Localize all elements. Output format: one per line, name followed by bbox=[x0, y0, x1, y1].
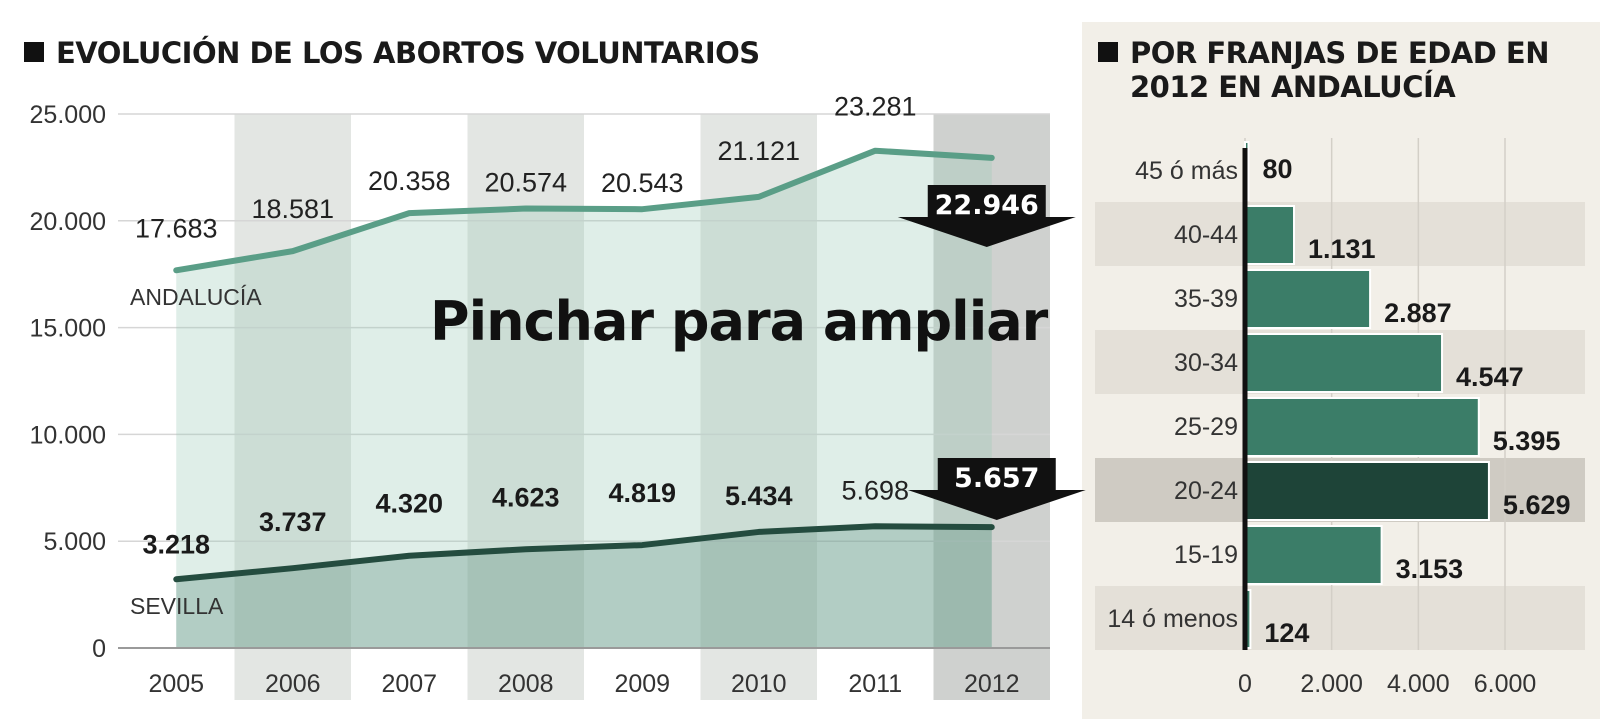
x-tick-label: 2012 bbox=[964, 670, 1020, 698]
y-tick-label: 25.000 bbox=[30, 101, 106, 129]
age-row-band bbox=[1095, 586, 1585, 650]
andalucia-data-label: 21.121 bbox=[717, 136, 800, 166]
sevilla-2012-callout-text: 5.657 bbox=[954, 463, 1039, 494]
age-category-label: 14 ó menos bbox=[1107, 605, 1238, 633]
x-tick-label: 2009 bbox=[614, 670, 670, 698]
age-category-label: 40-44 bbox=[1174, 221, 1238, 249]
age-category-label: 20-24 bbox=[1174, 477, 1238, 505]
year-column-band bbox=[118, 114, 235, 700]
age-row-band bbox=[1095, 202, 1585, 266]
sevilla-series-label: SEVILLA bbox=[130, 593, 224, 619]
age-bar bbox=[1244, 205, 1296, 265]
sevilla-data-label: 4.320 bbox=[375, 489, 443, 519]
y-tick-label: 5.000 bbox=[43, 528, 106, 556]
sevilla-data-label: 5.434 bbox=[725, 481, 793, 511]
andalucia-data-label: 20.574 bbox=[484, 168, 567, 198]
age-category-label: 15-19 bbox=[1174, 541, 1238, 569]
age-value-label: 5.629 bbox=[1503, 490, 1571, 520]
andalucia-data-label: 20.543 bbox=[601, 168, 684, 198]
andalucia-data-label: 18.581 bbox=[251, 194, 334, 224]
zoom-overlay-text: Pinchar para ampliar bbox=[430, 290, 1049, 353]
age-value-label: 5.395 bbox=[1493, 426, 1561, 456]
sevilla-data-label: 5.698 bbox=[841, 475, 909, 505]
andalucia-data-label: 17.683 bbox=[135, 213, 218, 243]
age-value-label: 1.131 bbox=[1308, 234, 1376, 264]
x-tick-label: 2007 bbox=[381, 670, 437, 698]
year-column-band bbox=[700, 114, 817, 700]
andalucia-2012-callout: 22.946 bbox=[897, 185, 1076, 247]
sevilla-data-label: 4.819 bbox=[608, 478, 676, 508]
andalucia-line bbox=[173, 147, 995, 274]
y-tick-label: 10.000 bbox=[30, 421, 106, 449]
age-value-label: 2.887 bbox=[1384, 298, 1452, 328]
andalucia-area bbox=[176, 150, 992, 648]
line-chart-title-text: EVOLUCIÓN DE LOS ABORTOS VOLUNTARIOS bbox=[56, 36, 760, 70]
sevilla-data-label: 4.623 bbox=[492, 482, 560, 512]
sevilla-2012-callout: 5.657 bbox=[907, 458, 1086, 520]
line-chart-title: EVOLUCIÓN DE LOS ABORTOS VOLUNTARIOS bbox=[24, 36, 760, 70]
andalucia-2012-callout-arrow bbox=[897, 185, 1076, 247]
bar-x-tick-label: 0 bbox=[1238, 670, 1252, 698]
age-bar bbox=[1244, 525, 1383, 585]
year-column-band bbox=[817, 114, 934, 700]
sevilla-2012-callout-arrow bbox=[907, 458, 1086, 520]
age-value-label: 124 bbox=[1264, 618, 1309, 648]
sevilla-area bbox=[176, 526, 992, 648]
andalucia-series-label: ANDALUCÍA bbox=[130, 284, 262, 310]
andalucia-data-label: 20.358 bbox=[368, 166, 451, 196]
age-category-label: 45 ó más bbox=[1135, 157, 1238, 185]
x-tick-label: 2011 bbox=[848, 670, 902, 698]
title-square-icon bbox=[24, 42, 44, 62]
age-category-label: 25-29 bbox=[1174, 413, 1238, 441]
bar-chart-title-text: POR FRANJAS DE EDAD EN 2012 EN ANDALUCÍA bbox=[1130, 36, 1549, 104]
age-value-label: 80 bbox=[1262, 154, 1292, 184]
sevilla-data-label: 3.218 bbox=[142, 529, 210, 559]
age-value-label: 4.547 bbox=[1456, 362, 1524, 392]
age-bar bbox=[1244, 461, 1490, 521]
x-tick-label: 2010 bbox=[731, 670, 787, 698]
age-bar bbox=[1244, 397, 1480, 457]
year-column-band bbox=[234, 114, 351, 700]
y-tick-label: 0 bbox=[92, 635, 106, 663]
bar-x-tick-label: 2.000 bbox=[1300, 670, 1363, 698]
x-tick-label: 2008 bbox=[498, 670, 554, 698]
y-tick-label: 15.000 bbox=[30, 315, 106, 343]
sevilla-line bbox=[173, 523, 995, 583]
andalucia-data-label: 23.281 bbox=[834, 92, 917, 122]
age-value-label: 3.153 bbox=[1396, 554, 1464, 584]
age-category-label: 35-39 bbox=[1174, 285, 1238, 313]
x-tick-label: 2006 bbox=[265, 670, 321, 698]
sevilla-data-label: 3.737 bbox=[259, 507, 327, 537]
age-category-label: 30-34 bbox=[1174, 349, 1238, 377]
bar-chart-title: POR FRANJAS DE EDAD EN 2012 EN ANDALUCÍA bbox=[1098, 36, 1578, 104]
bar-x-tick-label: 6.000 bbox=[1474, 670, 1537, 698]
title-square-icon bbox=[1098, 42, 1118, 62]
andalucia-2012-callout-text: 22.946 bbox=[935, 190, 1039, 221]
age-bar bbox=[1244, 333, 1444, 393]
age-bar bbox=[1244, 269, 1372, 329]
bar-x-tick-label: 4.000 bbox=[1387, 670, 1450, 698]
x-tick-label: 2005 bbox=[148, 670, 204, 698]
y-tick-label: 20.000 bbox=[30, 208, 106, 236]
